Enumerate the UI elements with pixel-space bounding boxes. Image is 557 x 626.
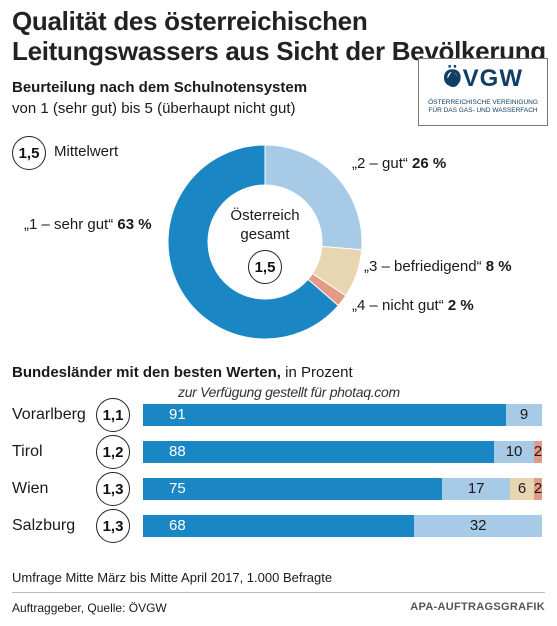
- state-name-wien: Wien: [12, 480, 49, 497]
- survey-note: Umfrage Mitte März bis Mitte April 2017,…: [12, 570, 333, 585]
- bar-segment-wien-grade1: [143, 478, 443, 500]
- donut-chart: [167, 144, 363, 340]
- apa-credit: APA-AUFTRAGSGRAFIK: [410, 601, 545, 613]
- mean-badge-vorarlberg: 1,1: [96, 398, 130, 432]
- footer-divider: [12, 592, 545, 593]
- pie-label-grade4-name: „4 – nicht gut“: [352, 297, 444, 314]
- bar-row-wien: 75 17 6 2: [143, 478, 542, 500]
- pie-label-grade1: „1 – sehr gut“ 63 %: [24, 216, 152, 233]
- bar-label-tirol-grade4: 2: [533, 443, 543, 460]
- bar-segment-salzburg-grade2: [414, 515, 542, 537]
- bar-segment-wien-grade4: [534, 478, 542, 500]
- state-name-tirol: Tirol: [12, 443, 43, 460]
- mean-badge-salzburg: 1,3: [96, 509, 130, 543]
- source-note: Auftraggeber, Quelle: ÖVGW: [12, 601, 167, 615]
- bar-segment-salzburg-grade1: [143, 515, 415, 537]
- slice-grade1: [167, 144, 340, 340]
- logo-subtitle-line1: Österreichische Vereinigung: [428, 99, 538, 106]
- pie-label-grade2: „2 – gut“ 26 %: [352, 155, 446, 172]
- bar-label-salzburg-grade1: 68: [169, 517, 186, 534]
- donut-center-badge: 1,5: [248, 250, 282, 284]
- donut-center-line1: Österreich: [230, 207, 300, 224]
- bar-label-wien-grade4: 2: [533, 480, 543, 497]
- bar-segment-vorarlberg-grade1: [143, 404, 507, 426]
- bar-label-vorarlberg-grade1: 91: [169, 406, 186, 423]
- pie-label-grade2-value: 26 %: [412, 155, 447, 172]
- bar-label-wien-grade1: 75: [169, 480, 186, 497]
- pie-label-grade3-value: 8 %: [485, 258, 512, 275]
- mean-badge: 1,5: [12, 136, 46, 170]
- bar-label-wien-grade2: 17: [467, 480, 485, 497]
- chart-subtitle: Beurteilung nach dem Schulnotensystem: [12, 79, 308, 96]
- mean-badge-wien: 1,3: [96, 472, 130, 506]
- donut-center-line2: gesamt: [240, 226, 290, 243]
- bar-segment-tirol-grade1: [143, 441, 495, 463]
- bar-segment-wien-grade3: [510, 478, 535, 500]
- bar-label-wien-grade3: 6: [517, 480, 527, 497]
- ovgw-logo: ÖVGW Österreichische Vereinigung für das…: [418, 58, 548, 126]
- bar-label-salzburg-grade2: 32: [469, 517, 487, 534]
- mean-badge-tirol: 1,2: [96, 435, 130, 469]
- bar-segment-vorarlberg-grade2: [506, 404, 542, 426]
- watermark: zur Verfügung gestellt für photaq.com: [178, 384, 400, 400]
- water-drop-icon: [447, 70, 459, 87]
- bar-row-salzburg: 68 32: [143, 515, 542, 537]
- pie-label-grade2-name: „2 – gut“: [352, 155, 408, 172]
- slice-grade4: [307, 272, 347, 307]
- logo-wordmark: ÖVGW: [443, 65, 523, 92]
- logo-subtitle: Österreichische Vereinigung für das Gas-…: [423, 99, 543, 115]
- bar-segment-tirol-grade4: [534, 441, 542, 463]
- pie-label-grade3: „3 – befriedigend“ 8 %: [364, 258, 512, 275]
- pie-label-grade1-value: 63 %: [117, 216, 152, 233]
- pie-label-grade3-name: „3 – befriedigend“: [364, 258, 482, 275]
- slice-grade2: [264, 144, 363, 251]
- bar-row-tirol: 88 10 2: [143, 441, 542, 463]
- section-title: Bundesländer mit den besten Werten, in P…: [12, 364, 353, 381]
- bar-row-vorarlberg: 91 9: [143, 404, 542, 426]
- bar-label-vorarlberg-grade2: 9: [519, 406, 529, 423]
- bar-segment-tirol-grade2: [494, 441, 534, 463]
- chart-title: Qualität des österreichischen Leitungswa…: [12, 6, 546, 66]
- mean-label: Mittelwert: [54, 143, 119, 160]
- state-name-vorarlberg: Vorarlberg: [12, 406, 86, 423]
- pie-label-grade4-value: 2 %: [447, 297, 474, 314]
- pie-label-grade1-name: „1 – sehr gut“: [24, 216, 114, 233]
- logo-subtitle-line2: für das Gas- und Wasserfach: [428, 107, 538, 114]
- pie-label-grade4: „4 – nicht gut“ 2 %: [352, 297, 474, 314]
- bar-label-tirol-grade2: 10: [505, 443, 523, 460]
- section-title-rest: in Prozent: [280, 364, 353, 381]
- donut-center-label: Österreich gesamt: [215, 206, 315, 244]
- chart-subtitle-scale: von 1 (sehr gut) bis 5 (überhaupt nicht …: [12, 100, 296, 117]
- section-title-bold: Bundesländer mit den besten Werten,: [12, 364, 281, 381]
- bar-label-tirol-grade1: 88: [169, 443, 186, 460]
- bar-segment-wien-grade2: [442, 478, 511, 500]
- state-name-salzburg: Salzburg: [12, 517, 76, 534]
